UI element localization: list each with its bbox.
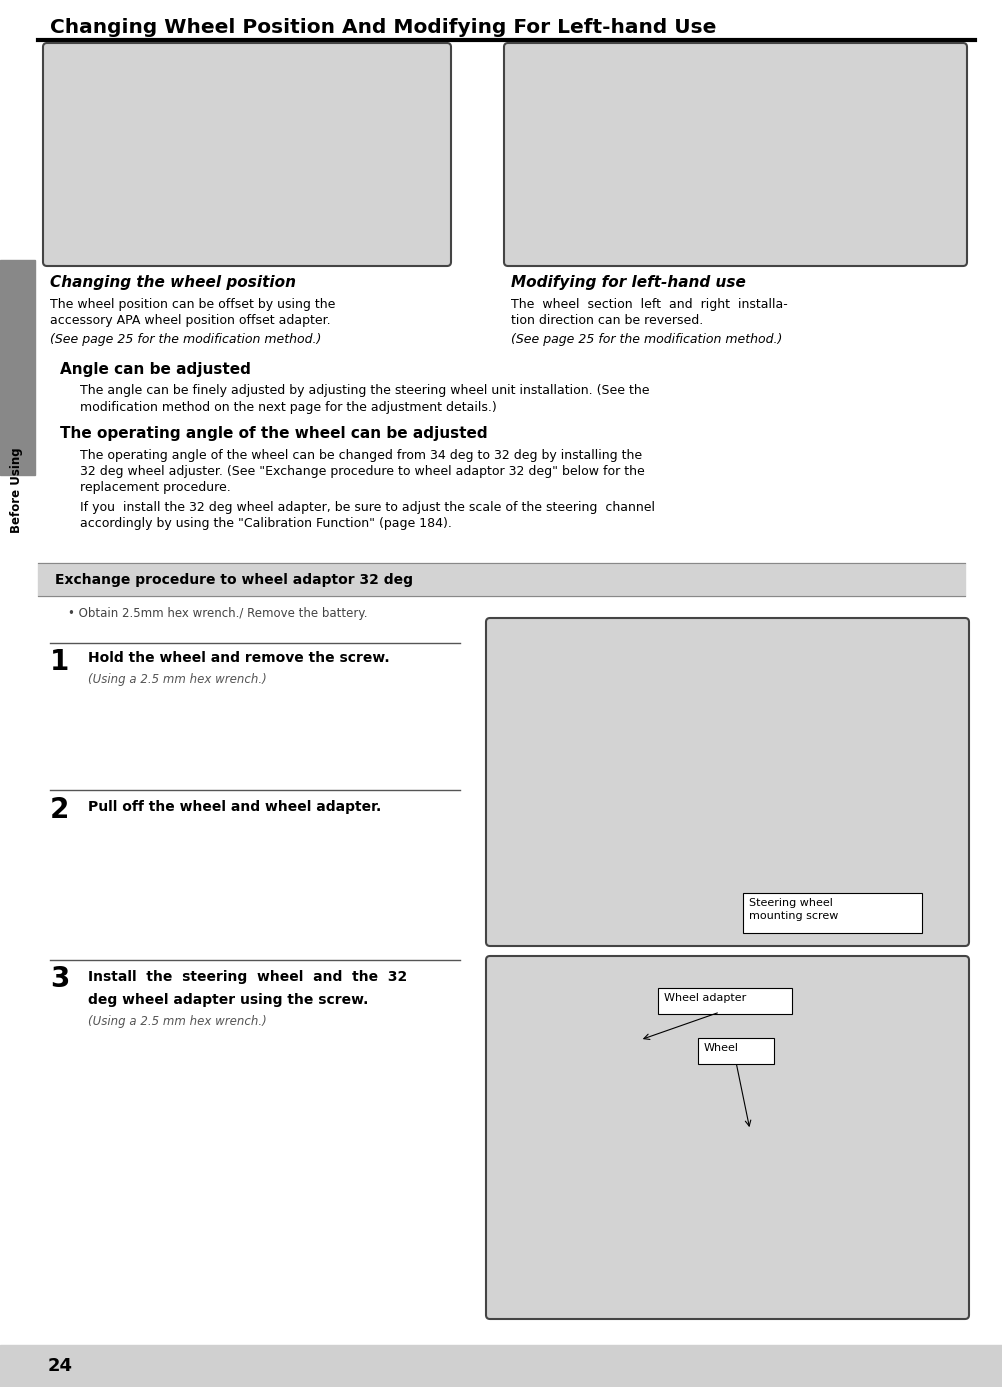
Text: 32 deg wheel adjuster. (See "Exchange procedure to wheel adaptor 32 deg" below f: 32 deg wheel adjuster. (See "Exchange pr… [80,465,644,479]
Text: The operating angle of the wheel can be adjusted: The operating angle of the wheel can be … [60,426,487,441]
Text: • Obtain 2.5mm hex wrench./ Remove the battery.: • Obtain 2.5mm hex wrench./ Remove the b… [68,608,367,620]
FancyBboxPatch shape [697,1037,774,1064]
Text: modification method on the next page for the adjustment details.): modification method on the next page for… [80,401,496,413]
Text: replacement procedure.: replacement procedure. [80,481,230,494]
Text: (See page 25 for the modification method.): (See page 25 for the modification method… [50,333,321,345]
Text: Pull off the wheel and wheel adapter.: Pull off the wheel and wheel adapter. [88,800,381,814]
FancyBboxPatch shape [43,43,451,266]
Text: The  wheel  section  left  and  right  installa-: The wheel section left and right install… [510,298,787,311]
Text: 24: 24 [48,1356,73,1375]
Text: accordingly by using the "Calibration Function" (page 184).: accordingly by using the "Calibration Fu… [80,517,452,530]
FancyBboxPatch shape [742,893,921,933]
Bar [0,1345,1002,1387]
Text: Exchange procedure to wheel adaptor 32 deg: Exchange procedure to wheel adaptor 32 d… [55,573,413,587]
Text: Wheel: Wheel [703,1043,738,1053]
Text: deg wheel adapter using the screw.: deg wheel adapter using the screw. [88,993,368,1007]
Text: Before Using: Before Using [10,447,23,533]
FancyBboxPatch shape [503,43,966,266]
Text: Modifying for left-hand use: Modifying for left-hand use [510,275,745,290]
Text: The wheel position can be offset by using the: The wheel position can be offset by usin… [50,298,335,311]
Text: The angle can be finely adjusted by adjusting the steering wheel unit installati: The angle can be finely adjusted by adju… [80,384,649,397]
Text: Wheel adapter: Wheel adapter [663,993,745,1003]
Text: (Using a 2.5 mm hex wrench.): (Using a 2.5 mm hex wrench.) [88,1015,267,1028]
FancyBboxPatch shape [657,988,792,1014]
Text: accessory APA wheel position offset adapter.: accessory APA wheel position offset adap… [50,313,331,327]
Text: Changing Wheel Position And Modifying For Left-hand Use: Changing Wheel Position And Modifying Fo… [50,18,715,37]
Text: Install  the  steering  wheel  and  the  32: Install the steering wheel and the 32 [88,970,407,983]
Text: tion direction can be reversed.: tion direction can be reversed. [510,313,702,327]
Text: 2: 2 [50,796,69,824]
Text: The operating angle of the wheel can be changed from 34 deg to 32 deg by install: The operating angle of the wheel can be … [80,449,641,462]
Bar [0,259,35,474]
Text: 3: 3 [50,965,69,993]
Text: (See page 25 for the modification method.): (See page 25 for the modification method… [510,333,782,345]
Text: If you  install the 32 deg wheel adapter, be sure to adjust the scale of the ste: If you install the 32 deg wheel adapter,… [80,501,654,515]
FancyBboxPatch shape [486,956,968,1319]
FancyBboxPatch shape [486,619,968,946]
Text: 1: 1 [50,648,69,675]
Text: Steering wheel
mounting screw: Steering wheel mounting screw [748,897,838,921]
Bar [38,563,964,596]
Text: (Using a 2.5 mm hex wrench.): (Using a 2.5 mm hex wrench.) [88,673,267,687]
Text: Angle can be adjusted: Angle can be adjusted [60,362,250,377]
Text: Changing the wheel position: Changing the wheel position [50,275,296,290]
Text: Hold the wheel and remove the screw.: Hold the wheel and remove the screw. [88,651,389,664]
